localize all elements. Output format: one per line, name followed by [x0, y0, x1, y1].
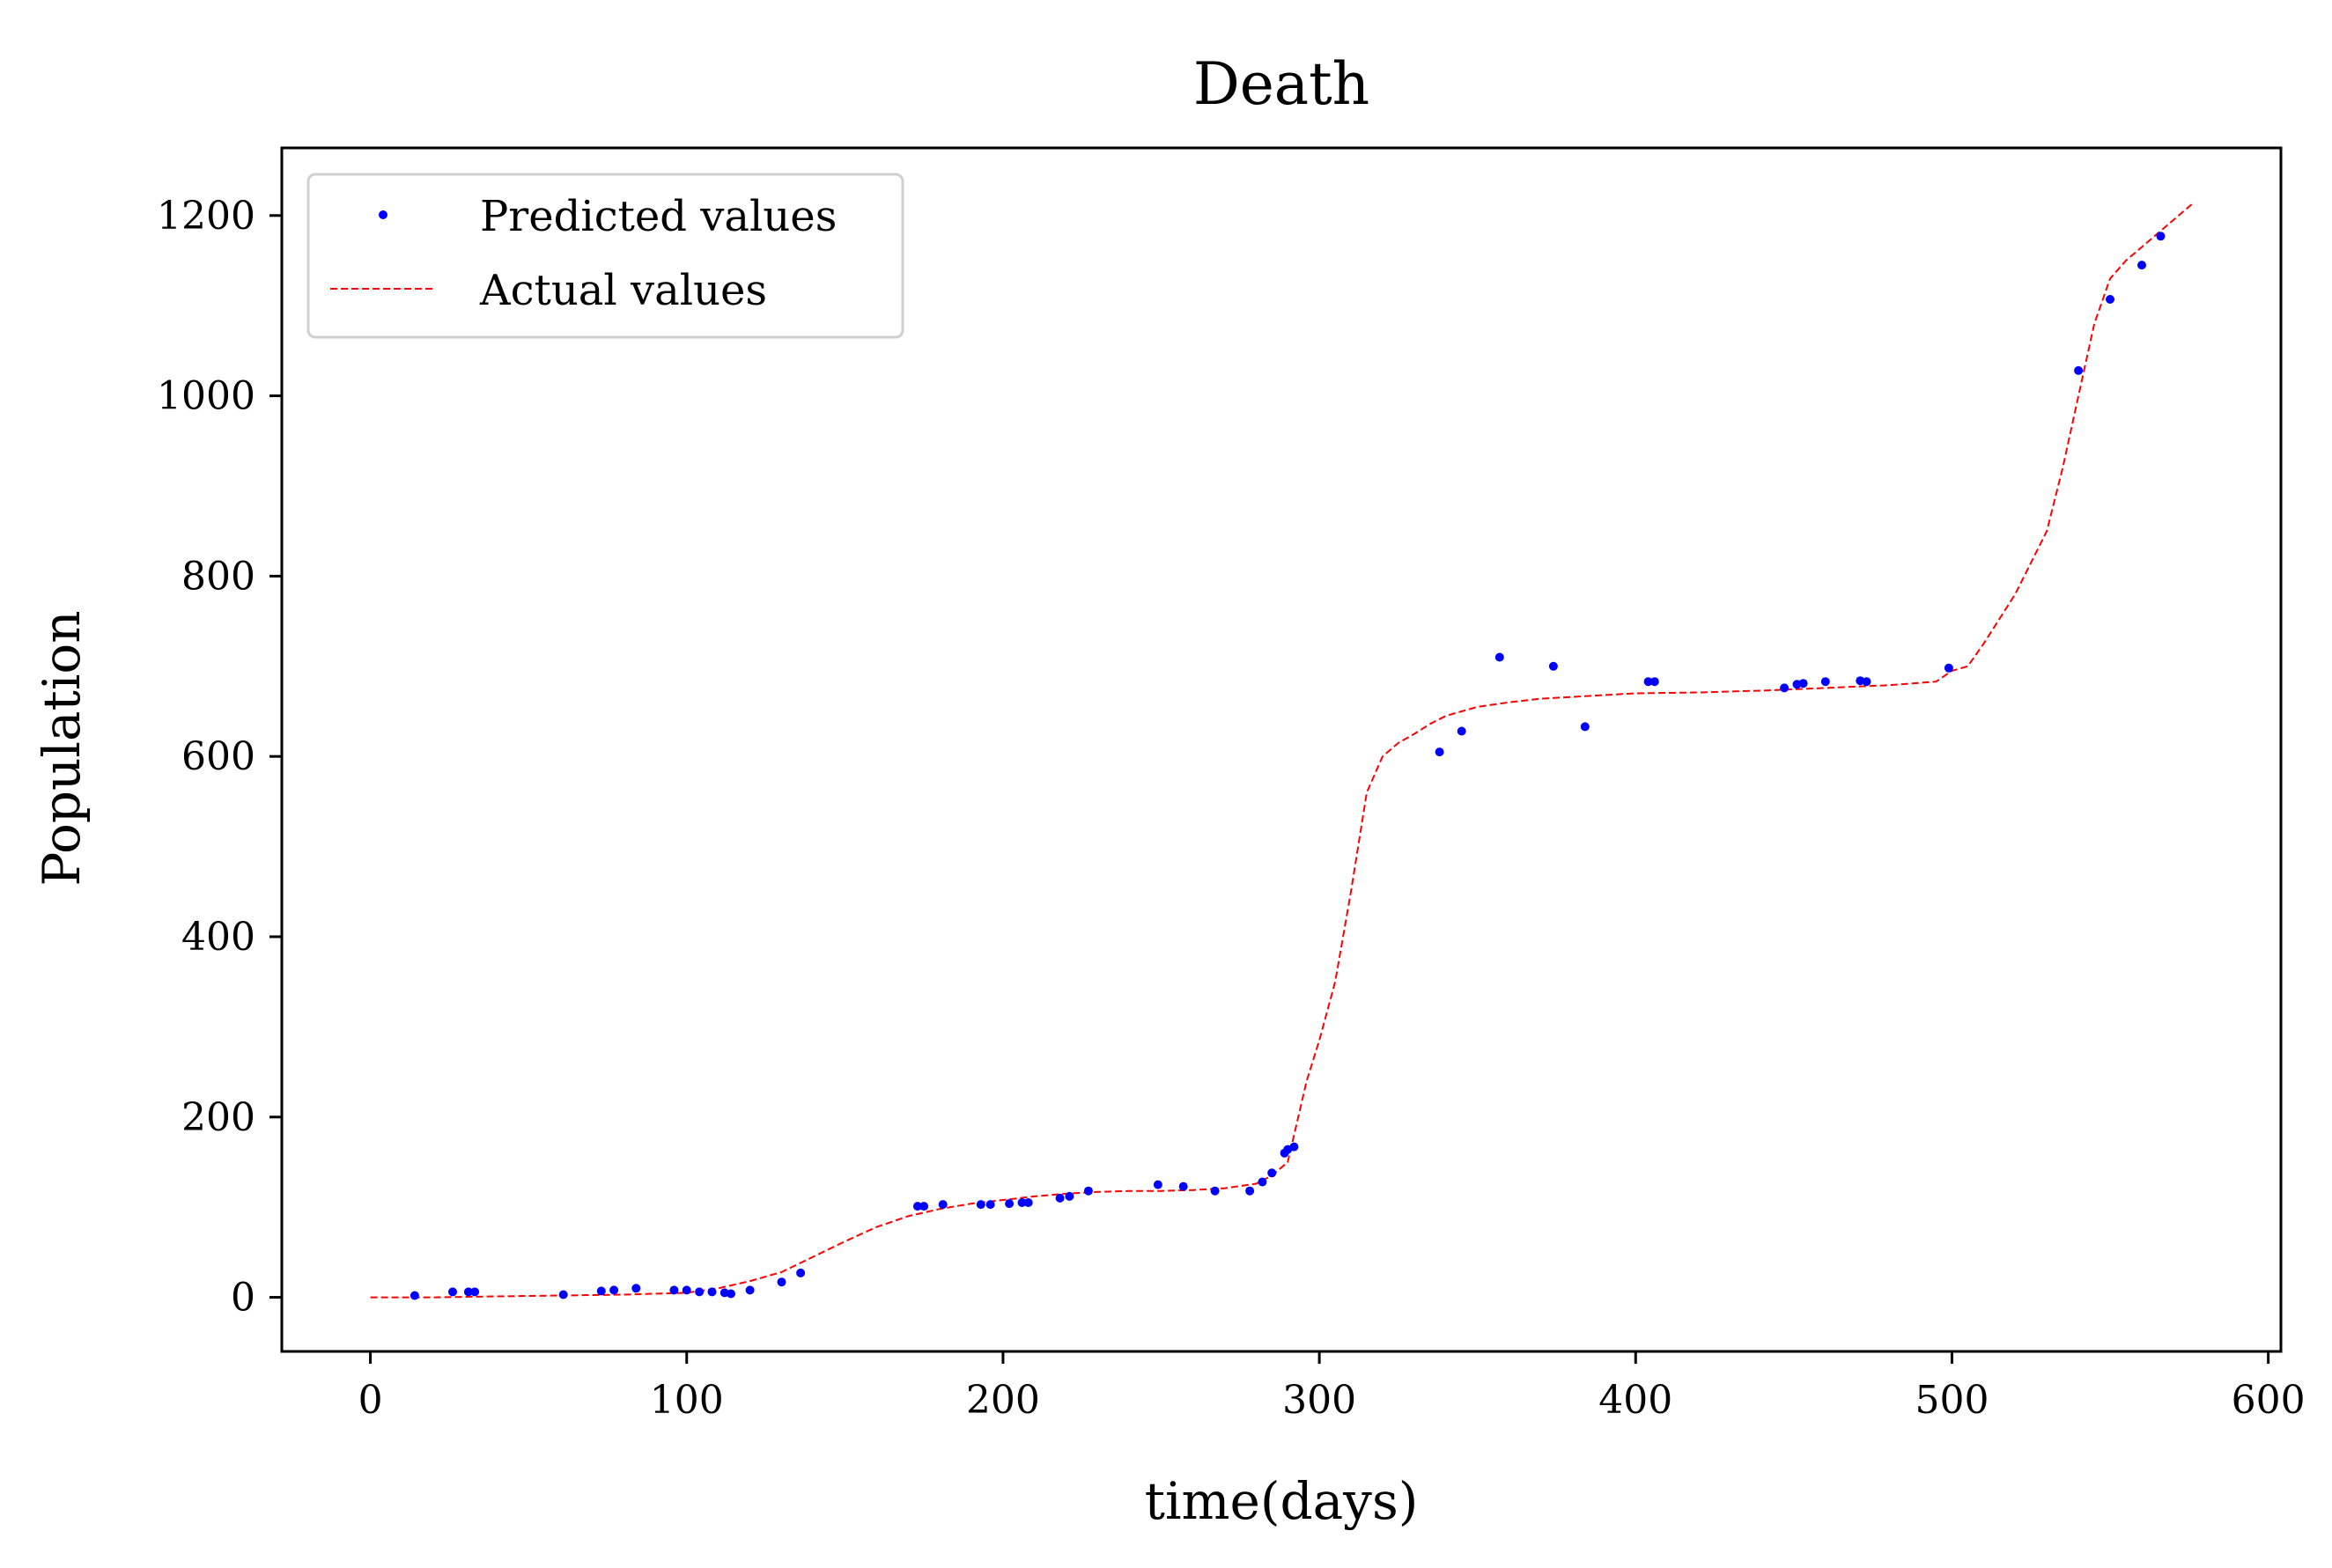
predicted-point	[707, 1287, 717, 1297]
predicted-point	[1023, 1198, 1033, 1207]
predicted-point	[1862, 677, 1871, 687]
predicted-point	[912, 1202, 922, 1211]
predicted-point	[448, 1287, 457, 1297]
predicted-point	[1798, 679, 1808, 688]
predicted-point	[1289, 1142, 1299, 1152]
x-tick-label: 400	[1598, 1378, 1672, 1423]
predicted-point	[695, 1287, 705, 1297]
predicted-point	[985, 1200, 995, 1210]
predicted-point	[669, 1285, 679, 1295]
x-tick-label: 200	[966, 1378, 1040, 1423]
predicted-point	[1055, 1193, 1065, 1203]
predicted-point	[470, 1287, 480, 1297]
predicted-point	[1435, 747, 1444, 757]
y-tick-label: 800	[181, 554, 255, 599]
y-tick-label: 600	[181, 734, 255, 779]
predicted-point	[463, 1287, 473, 1297]
predicted-point	[2156, 232, 2166, 241]
legend-label-actual: Actual values	[479, 266, 767, 315]
axes-frame	[280, 146, 2283, 1353]
predicted-point	[1005, 1199, 1015, 1209]
predicted-point	[1178, 1182, 1188, 1191]
legend: Predicted values Actual values	[306, 173, 904, 339]
predicted-point	[1245, 1186, 1255, 1196]
predicted-point	[1780, 683, 1790, 693]
predicted-point	[938, 1200, 948, 1210]
predicted-point	[919, 1202, 929, 1211]
predicted-point	[745, 1285, 755, 1295]
y-axis: 0 200 400 600 800 1000 1200	[157, 194, 282, 1321]
x-axis-label: time(days)	[1145, 1471, 1419, 1531]
predicted-point	[2137, 261, 2146, 270]
predicted-point	[1494, 652, 1504, 662]
x-tick-label: 0	[358, 1378, 383, 1423]
predicted-point	[609, 1285, 619, 1295]
predicted-point	[1457, 726, 1466, 736]
predicted-point	[727, 1289, 735, 1299]
predicted-point	[1210, 1186, 1220, 1196]
predicted-point	[796, 1268, 806, 1277]
predicted-point	[1153, 1180, 1162, 1189]
x-tick-label: 500	[1915, 1378, 1989, 1423]
predicted-point	[2074, 365, 2084, 375]
predicted-point	[1267, 1168, 1277, 1178]
y-axis-label: Population	[32, 610, 92, 886]
predicted-point	[1820, 677, 1830, 687]
plot-area	[370, 202, 2194, 1300]
predicted-point	[596, 1286, 606, 1296]
actual-values-line	[370, 202, 2194, 1299]
predicted-point	[2106, 295, 2114, 304]
y-tick-label: 0	[231, 1276, 255, 1321]
legend-label-predicted: Predicted values	[480, 192, 837, 241]
actual-values-series	[370, 202, 2194, 1299]
predicted-point	[1643, 677, 1653, 687]
predicted-point	[777, 1277, 786, 1287]
predicted-point	[631, 1284, 641, 1293]
predicted-point	[1083, 1186, 1093, 1196]
predicted-point	[1017, 1198, 1027, 1207]
predicted-point	[558, 1290, 568, 1299]
y-tick-label: 1200	[157, 194, 255, 239]
chart-title: Death	[1193, 50, 1369, 118]
predicted-point	[682, 1285, 691, 1295]
x-axis: 0 100 200 300 400 500 600	[358, 1351, 2306, 1423]
y-tick-label: 200	[181, 1095, 255, 1140]
predicted-point	[1065, 1191, 1074, 1201]
predicted-point	[1944, 663, 1953, 673]
predicted-point	[1258, 1177, 1267, 1187]
predicted-values-series	[410, 232, 2166, 1300]
predicted-point	[1649, 677, 1659, 687]
predicted-point	[1580, 722, 1590, 732]
x-tick-label: 100	[650, 1378, 724, 1423]
x-tick-label: 300	[1282, 1378, 1356, 1423]
x-tick-label: 600	[2232, 1378, 2306, 1423]
predicted-point	[1548, 661, 1558, 671]
y-tick-label: 1000	[157, 374, 255, 419]
legend-box	[306, 173, 904, 339]
legend-marker-predicted	[379, 210, 387, 219]
y-tick-label: 400	[181, 915, 255, 960]
predicted-point	[976, 1200, 985, 1210]
predicted-point	[410, 1291, 419, 1300]
